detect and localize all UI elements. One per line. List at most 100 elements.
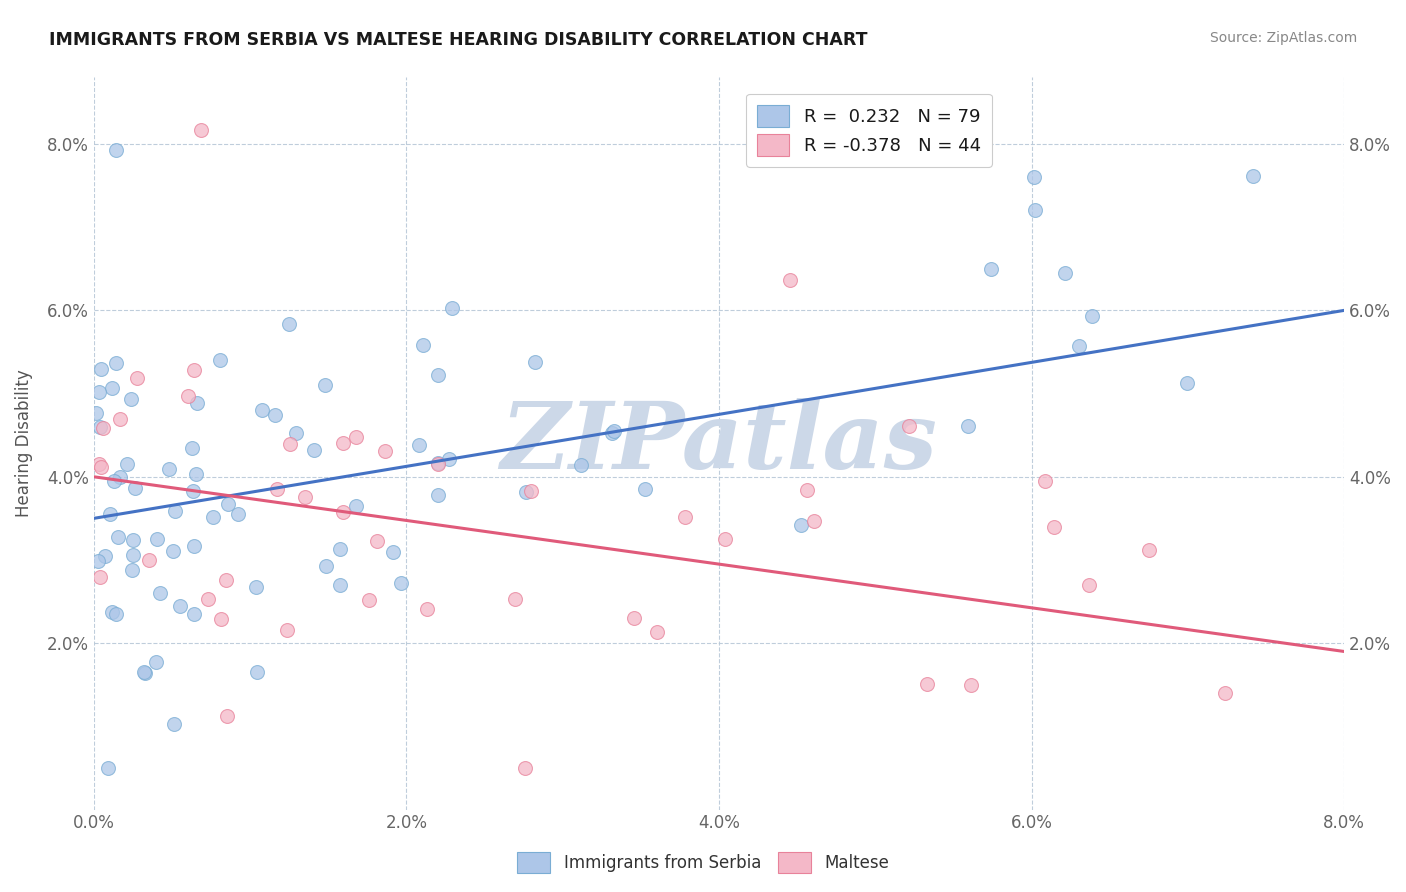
Point xyxy=(569,458,592,473)
Point xyxy=(294,490,316,504)
Point xyxy=(790,518,813,533)
Point xyxy=(250,403,273,417)
Text: Source: ZipAtlas.com: Source: ZipAtlas.com xyxy=(1209,31,1357,45)
Point xyxy=(329,578,352,592)
Point xyxy=(673,509,696,524)
Point xyxy=(149,585,172,599)
Point xyxy=(714,532,737,546)
Point xyxy=(513,761,536,775)
Point xyxy=(957,419,980,434)
Point xyxy=(344,499,367,513)
Point xyxy=(426,488,449,502)
Point xyxy=(226,507,249,521)
Point xyxy=(315,559,337,574)
Point xyxy=(190,123,212,137)
Point xyxy=(374,444,396,458)
Point xyxy=(103,474,125,488)
Point xyxy=(208,352,231,367)
Point xyxy=(803,514,825,528)
Point xyxy=(127,371,149,385)
Point xyxy=(440,301,463,316)
Point xyxy=(366,534,388,549)
Point xyxy=(1213,686,1236,700)
Legend: R =  0.232   N = 79, R = -0.378   N = 44: R = 0.232 N = 79, R = -0.378 N = 44 xyxy=(747,94,991,167)
Point xyxy=(603,424,626,438)
Point xyxy=(197,592,219,607)
Point xyxy=(169,599,191,613)
Point xyxy=(1067,339,1090,353)
Point xyxy=(165,504,187,518)
Point xyxy=(1175,376,1198,391)
Point xyxy=(332,435,354,450)
Point xyxy=(796,483,818,497)
Point xyxy=(980,262,1002,277)
Legend: Immigrants from Serbia, Maltese: Immigrants from Serbia, Maltese xyxy=(510,846,896,880)
Point xyxy=(121,563,143,577)
Point xyxy=(101,381,124,395)
Point xyxy=(524,355,547,369)
Point xyxy=(278,317,301,331)
Point xyxy=(1022,170,1045,185)
Point xyxy=(122,533,145,547)
Point xyxy=(184,467,207,481)
Point xyxy=(437,451,460,466)
Point xyxy=(89,570,111,584)
Point xyxy=(105,356,128,370)
Point xyxy=(515,485,537,500)
Point xyxy=(519,484,541,499)
Point xyxy=(217,497,239,511)
Point xyxy=(344,430,367,444)
Point xyxy=(163,716,186,731)
Point xyxy=(110,412,132,426)
Point xyxy=(302,442,325,457)
Point xyxy=(183,539,205,553)
Point xyxy=(426,458,449,472)
Point xyxy=(215,573,238,587)
Point xyxy=(201,509,224,524)
Point xyxy=(266,483,288,497)
Point xyxy=(138,552,160,566)
Point xyxy=(108,470,131,484)
Point xyxy=(278,437,301,451)
Point xyxy=(86,553,108,567)
Y-axis label: Hearing Disability: Hearing Disability xyxy=(15,369,32,517)
Point xyxy=(120,392,142,407)
Point xyxy=(623,611,645,625)
Point xyxy=(245,580,267,594)
Point xyxy=(426,368,449,383)
Point xyxy=(177,389,200,403)
Point xyxy=(898,418,921,433)
Point xyxy=(602,425,624,440)
Point xyxy=(209,612,232,626)
Point xyxy=(959,677,981,691)
Text: IMMIGRANTS FROM SERBIA VS MALTESE HEARING DISABILITY CORRELATION CHART: IMMIGRANTS FROM SERBIA VS MALTESE HEARIN… xyxy=(49,31,868,49)
Point xyxy=(645,625,668,640)
Point xyxy=(779,273,801,287)
Point xyxy=(115,457,138,471)
Point xyxy=(412,337,434,351)
Point xyxy=(122,548,145,562)
Point xyxy=(181,441,204,455)
Point xyxy=(416,602,439,616)
Point xyxy=(162,544,184,558)
Text: ZIPatlas: ZIPatlas xyxy=(501,399,938,489)
Point xyxy=(124,481,146,495)
Point xyxy=(104,607,127,622)
Point xyxy=(145,655,167,669)
Point xyxy=(285,425,308,440)
Point xyxy=(183,607,205,621)
Point xyxy=(146,533,169,547)
Point xyxy=(503,591,526,606)
Point xyxy=(1024,202,1046,217)
Point xyxy=(1053,266,1076,280)
Point xyxy=(104,143,127,157)
Point xyxy=(263,409,285,423)
Point xyxy=(1033,475,1056,489)
Point xyxy=(97,761,120,775)
Point xyxy=(90,361,112,376)
Point xyxy=(94,549,117,564)
Point xyxy=(359,592,381,607)
Point xyxy=(246,665,269,680)
Point xyxy=(84,406,107,420)
Point xyxy=(183,363,205,377)
